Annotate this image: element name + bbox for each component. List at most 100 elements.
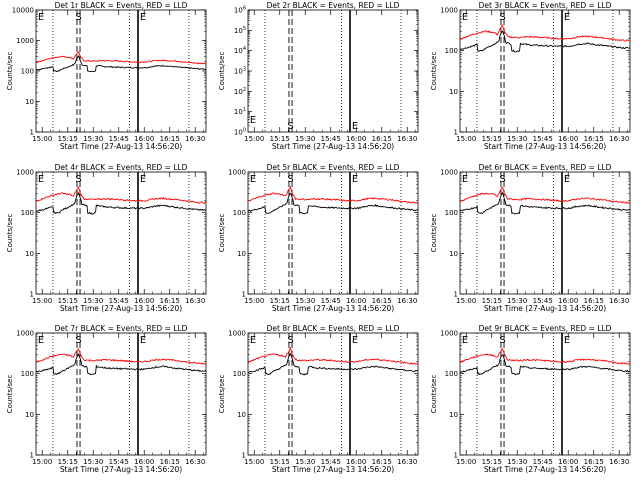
x-tick-label: 15:00 bbox=[32, 135, 52, 143]
x-tick-label: 15:30 bbox=[295, 135, 315, 143]
marker-label: E bbox=[250, 115, 256, 126]
x-tick-label: 15:00 bbox=[244, 135, 264, 143]
x-tick-label: 15:00 bbox=[456, 135, 476, 143]
panel-title: Det 6r BLACK = Events, RED = LLD bbox=[479, 163, 612, 172]
panel-title: Det 3r BLACK = Events, RED = LLD bbox=[479, 1, 612, 10]
y-tick-label: 1 bbox=[454, 452, 458, 460]
series-lld bbox=[459, 24, 631, 42]
y-tick-label: 103 bbox=[234, 67, 246, 76]
marker-label: S bbox=[499, 335, 505, 346]
series-lld bbox=[459, 186, 631, 204]
x-tick-label: 15:00 bbox=[32, 458, 52, 466]
panel-title: Det 9r BLACK = Events, RED = LLD bbox=[479, 324, 612, 333]
plot-frame bbox=[35, 171, 207, 295]
x-tick-label: 15:15 bbox=[482, 297, 502, 305]
x-tick-label: 15:15 bbox=[58, 135, 78, 143]
y-tick-label: 1 bbox=[30, 452, 34, 460]
marker-label: E bbox=[462, 335, 468, 346]
plot-frame bbox=[35, 332, 207, 456]
series-lld bbox=[247, 185, 419, 204]
x-tick-label: 16:30 bbox=[609, 458, 629, 466]
x-tick-label: 16:00 bbox=[346, 458, 366, 466]
marker-label: E bbox=[462, 12, 468, 23]
y-axis-label: Counts/sec bbox=[6, 52, 14, 91]
plot-frame bbox=[459, 9, 631, 133]
series-events bbox=[247, 352, 418, 376]
panel-det-7: Det 7r BLACK = Events, RED = LLD 1 10 100 10… bbox=[6, 324, 207, 474]
y-tick-label: 1 bbox=[454, 129, 458, 137]
x-tick-label: 15:15 bbox=[58, 297, 78, 305]
x-tick-label: 15:45 bbox=[321, 135, 341, 143]
y-tick-label: 1000 bbox=[16, 330, 34, 338]
marker-label: S bbox=[499, 12, 505, 23]
x-tick-label: 15:30 bbox=[507, 135, 527, 143]
y-tick-label: 10 bbox=[25, 250, 34, 258]
y-tick-label: 10000 bbox=[12, 7, 34, 15]
y-axis-label: Counts/sec bbox=[430, 52, 438, 91]
series-lld bbox=[36, 185, 207, 204]
series-events bbox=[459, 30, 631, 53]
y-axis-label: Counts/sec bbox=[218, 214, 226, 253]
x-tick-label: 16:30 bbox=[397, 297, 417, 305]
x-tick-label: 16:00 bbox=[558, 458, 578, 466]
y-tick-label: 100 bbox=[445, 209, 458, 217]
plot-frame bbox=[459, 171, 631, 295]
marker-label: E bbox=[564, 12, 570, 23]
marker-label: E bbox=[140, 174, 146, 185]
series-events bbox=[35, 191, 207, 215]
y-tick-label: 1 bbox=[242, 291, 246, 299]
y-tick-label: 1000 bbox=[228, 169, 246, 177]
panel-title: Det 5r BLACK = Events, RED = LLD bbox=[267, 163, 400, 172]
y-tick-label: 100 bbox=[445, 370, 458, 378]
y-axis-label: Counts/sec bbox=[218, 375, 226, 414]
y-axis-label: Counts/sec bbox=[6, 214, 14, 253]
y-tick-label: 106 bbox=[234, 6, 246, 15]
x-tick-label: 16:00 bbox=[346, 135, 366, 143]
panel-title: Det 7r BLACK = Events, RED = LLD bbox=[55, 324, 188, 333]
x-tick-label: 16:15 bbox=[160, 458, 180, 466]
y-tick-label: 105 bbox=[234, 26, 246, 35]
x-tick-label: 15:15 bbox=[482, 458, 502, 466]
marker-label: E bbox=[250, 335, 256, 346]
y-tick-label: 1000 bbox=[440, 330, 458, 338]
y-tick-label: 100 bbox=[234, 128, 246, 137]
x-axis-label: Start Time (27-Aug-13 14:56:20) bbox=[272, 304, 394, 313]
x-tick-label: 16:30 bbox=[609, 297, 629, 305]
x-tick-label: 16:30 bbox=[397, 458, 417, 466]
x-tick-label: 16:15 bbox=[160, 297, 180, 305]
x-tick-label: 15:45 bbox=[533, 458, 553, 466]
plot-frame bbox=[247, 332, 419, 456]
x-tick-label: 16:30 bbox=[185, 297, 205, 305]
y-tick-label: 104 bbox=[234, 46, 246, 55]
marker-label: E bbox=[250, 174, 256, 185]
x-tick-label: 15:30 bbox=[507, 297, 527, 305]
marker-label: S bbox=[287, 335, 293, 346]
x-tick-label: 16:15 bbox=[584, 297, 604, 305]
y-tick-label: 1000 bbox=[16, 169, 34, 177]
x-tick-label: 16:15 bbox=[584, 135, 604, 143]
marker-label: E bbox=[352, 174, 358, 185]
x-tick-label: 16:30 bbox=[609, 135, 629, 143]
x-axis-label: Start Time (27-Aug-13 14:56:20) bbox=[60, 304, 182, 313]
panel-det-5: Det 5r BLACK = Events, RED = LLD 1 10 100 10… bbox=[218, 163, 419, 313]
series-lld bbox=[35, 348, 207, 365]
x-axis-label: Start Time (27-Aug-13 14:56:20) bbox=[60, 142, 182, 151]
x-tick-label: 15:45 bbox=[321, 297, 341, 305]
x-tick-label: 15:30 bbox=[295, 297, 315, 305]
series-lld bbox=[247, 346, 418, 365]
marker-label: E bbox=[140, 335, 146, 346]
panel-det-1: Det 1r BLACK = Events, RED = LLD 1 10 100 10… bbox=[6, 1, 207, 151]
y-tick-label: 10 bbox=[25, 98, 34, 106]
marker-label: S bbox=[75, 174, 81, 185]
x-axis-label: Start Time (27-Aug-13 14:56:20) bbox=[484, 304, 606, 313]
y-tick-label: 10 bbox=[237, 411, 246, 419]
y-tick-label: 10 bbox=[449, 88, 458, 96]
marker-label: S bbox=[499, 174, 505, 185]
x-tick-label: 16:15 bbox=[584, 458, 604, 466]
series-events bbox=[247, 192, 419, 215]
x-axis-label: Start Time (27-Aug-13 14:56:20) bbox=[484, 142, 606, 151]
x-tick-label: 16:30 bbox=[397, 135, 417, 143]
y-tick-label: 1000 bbox=[440, 7, 458, 15]
y-tick-label: 10 bbox=[449, 411, 458, 419]
